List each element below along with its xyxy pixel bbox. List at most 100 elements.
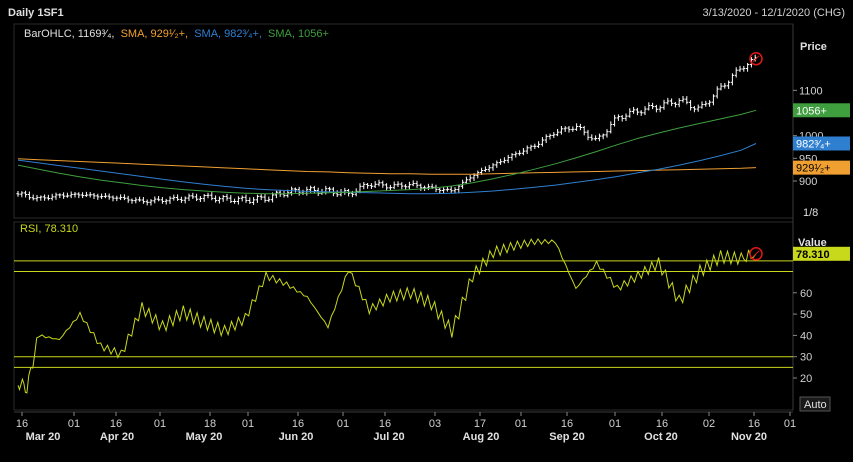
ohlc-bar: [677, 98, 681, 108]
ohlc-bar: [236, 196, 240, 205]
ohlc-bar: [635, 107, 639, 116]
rsi-axis-title: Value: [798, 237, 827, 249]
ohlc-bar: [195, 193, 199, 202]
ohlc-bar: [662, 99, 666, 110]
ohlc-bar: [255, 194, 259, 203]
auto-scale-button[interactable]: [799, 396, 831, 412]
ohlc-bar: [366, 182, 370, 189]
price-legend: BarOHLC, 1169³⁄₄, SMA, 929¹⁄₂+, SMA, 982…: [24, 28, 329, 40]
ohlc-bar: [415, 180, 419, 188]
ohlc-bar: [168, 196, 172, 204]
fraction-button[interactable]: 1/8: [803, 207, 818, 219]
last-value-markers: [749, 51, 763, 261]
ohlc-bar: [119, 194, 123, 201]
x-month-label: Jul 20: [373, 431, 404, 443]
ohlc-bar: [464, 176, 468, 184]
ohlc-bar: [442, 187, 446, 194]
rsi-tick-label: 40: [800, 330, 812, 342]
ohlc-bar: [65, 192, 69, 198]
x-day-label: 01: [154, 418, 166, 430]
ohlc-bar: [563, 126, 567, 132]
x-day-label: 18: [204, 418, 216, 430]
rsi-tick-label: 30: [800, 352, 812, 364]
ohlc-bar: [438, 187, 442, 194]
date-range: 3/13/2020 - 12/1/2020 (CHG): [703, 7, 845, 19]
ohlc-bar: [499, 158, 503, 165]
ohlc-bar: [518, 150, 522, 156]
ohlc-bar: [491, 163, 495, 171]
price-last-marker[interactable]: [749, 51, 763, 66]
x-day-label: 16: [656, 418, 668, 430]
svg-text:78.310: 78.310: [796, 249, 830, 261]
ohlc-bar: [670, 98, 674, 107]
ohlc-bar: [571, 126, 575, 132]
ohlc-bar: [647, 102, 651, 111]
x-day-label: 16: [561, 418, 573, 430]
ohlc-bar: [138, 196, 142, 202]
ohlc-bar: [521, 148, 525, 156]
x-month-label: Nov 20: [731, 431, 767, 443]
ohlc-bar: [556, 128, 560, 137]
ohlc-bar: [58, 193, 62, 199]
x-day-label: 01: [515, 418, 527, 430]
ohlc-bar: [31, 194, 35, 201]
ohlc-bar: [537, 141, 541, 149]
sma1-badge: 929¹⁄₂+: [793, 160, 850, 175]
rsi-line: [17, 238, 757, 394]
x-day-label: 01: [337, 418, 349, 430]
ohlc-bar: [103, 192, 107, 199]
ohlc-bar: [20, 191, 24, 198]
ohlc-bar: [328, 186, 332, 193]
x-day-label: 01: [609, 418, 621, 430]
x-month-label: May 20: [186, 431, 223, 443]
x-axis-ticks: 16 01 16 01 18 01 16 01 16 03 17 01 16 01 16 02 16 01 Mar …: [16, 412, 796, 443]
price-tick-label: 1100: [799, 85, 823, 97]
sma3-line: [17, 109, 757, 195]
ohlc-bar: [419, 183, 423, 191]
ohlc-bar: [27, 191, 31, 200]
x-month-label: Jun 20: [279, 431, 314, 443]
auto-scale-label: Auto: [804, 399, 827, 411]
ohlc-bar: [540, 137, 544, 147]
ohlc-bar: [92, 192, 96, 199]
ohlc-bar: [221, 194, 225, 202]
ohlc-bar: [202, 194, 206, 202]
ohlc-bar: [552, 131, 556, 138]
ohlc-bar: [46, 194, 50, 201]
ohlc-bar: [248, 197, 252, 204]
ohlc-bar: [609, 121, 613, 134]
ohlc-bar: [274, 190, 278, 199]
ohlc-bar: [654, 104, 658, 113]
ohlc-bar: [658, 105, 662, 113]
rsi-tick-label: 60: [800, 288, 812, 300]
ohlc-bar: [734, 67, 738, 78]
rsi-last-marker[interactable]: [749, 247, 763, 261]
legend-sma1: SMA, 929¹⁄₂+,: [121, 28, 189, 40]
ohlc-bar: [529, 144, 533, 152]
ohlc-bar: [160, 196, 164, 204]
ohlc-bar: [616, 114, 620, 121]
ohlc-bar: [392, 181, 396, 190]
x-day-label: 02: [703, 418, 715, 430]
ohlc-bar: [673, 101, 677, 108]
ohlc-bar: [510, 153, 514, 161]
ohlc-bar: [88, 191, 92, 198]
ohlc-bar: [544, 134, 548, 144]
ohlc-bar: [502, 157, 506, 164]
ohlc-bar: [153, 196, 157, 204]
ohlc-bar: [16, 190, 20, 197]
ohlc-bar: [130, 198, 134, 204]
svg-text:1056+: 1056+: [796, 105, 827, 117]
ohlc-bar: [191, 192, 195, 199]
ohlc-bar: [681, 96, 685, 103]
ohlc-bar: [605, 129, 609, 138]
x-day-label: 01: [242, 418, 254, 430]
ohlc-bar: [715, 86, 719, 99]
price-tick-label: 900: [799, 176, 817, 188]
x-day-label: 01: [784, 418, 796, 430]
rsi-legend: RSI, 78.310: [20, 223, 78, 235]
ohlc-bar: [385, 183, 389, 192]
ohlc-bar: [639, 110, 643, 116]
ohlc-bar: [457, 184, 461, 193]
